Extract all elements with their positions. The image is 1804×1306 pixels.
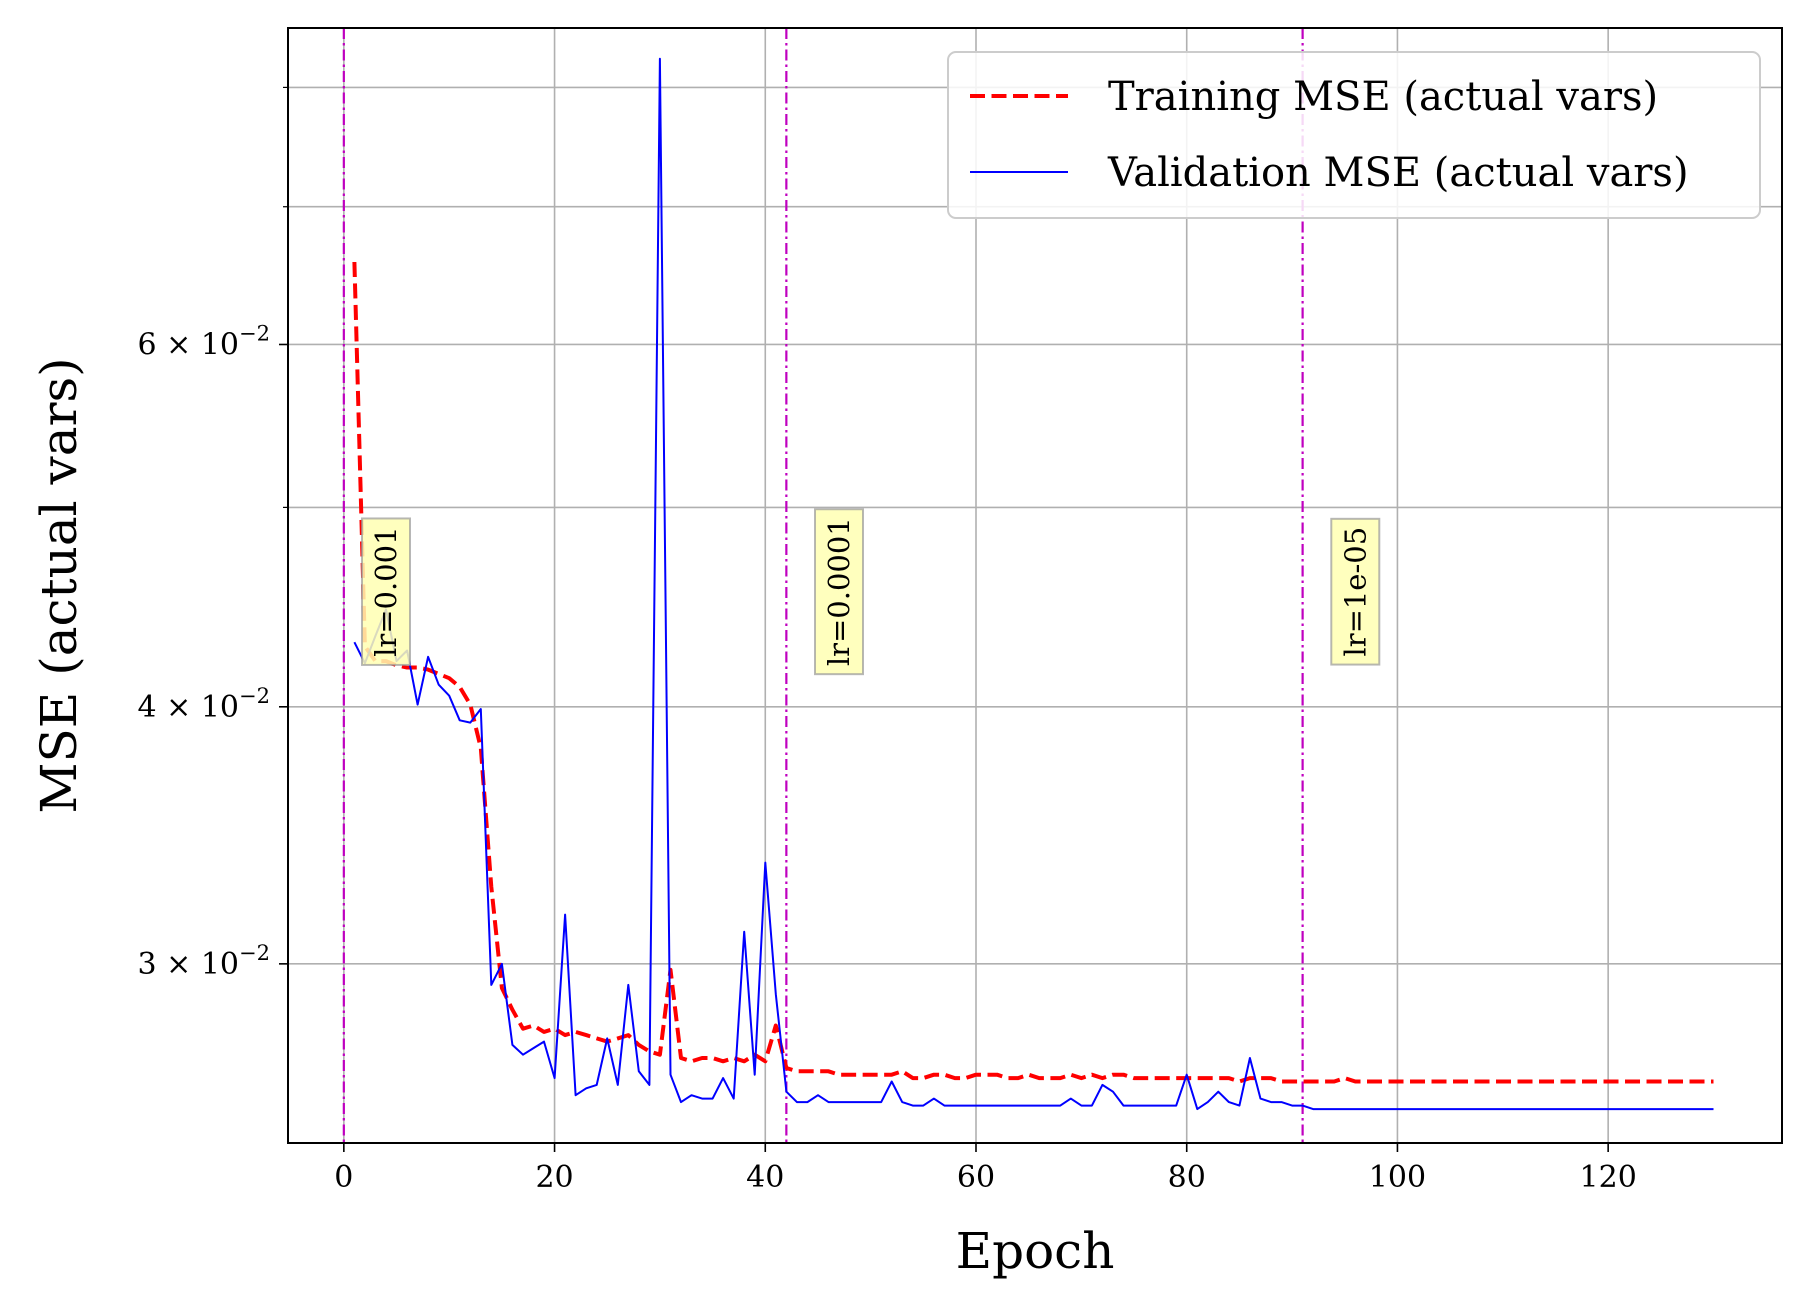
x-axis-title: Epoch	[956, 1222, 1115, 1280]
lr-annotation-text: lr=1e-05	[1338, 527, 1372, 657]
lr-annotation-text: lr=0.001	[369, 526, 403, 656]
axis-ticks: 0 20 40 60 80 100 120 3 × 10−2 4 × 10−2 6 × 10−2	[138, 86, 1637, 1195]
plot-frame	[287, 27, 1783, 1144]
y-tick-label-text: 4 × 10−2	[138, 684, 270, 725]
x-tick-label: 80	[1168, 1160, 1206, 1195]
y-tick-label-text: 6 × 10−2	[138, 321, 270, 362]
y-axis-title: MSE (actual vars)	[30, 357, 88, 813]
legend-entry-label: Training MSE (actual vars)	[1108, 74, 1658, 120]
legend: Training MSE (actual vars) Validation MSE…	[947, 51, 1761, 219]
y-tick-label: 4 × 10−2	[138, 684, 270, 725]
legend-box	[947, 51, 1761, 219]
lr-annotation-box	[361, 517, 411, 666]
y-tick-label: 3 × 10−2	[138, 941, 270, 982]
grid	[288, 28, 1782, 1143]
x-tick-label: 0	[334, 1160, 353, 1195]
lr-annotation: lr=1e-05	[1330, 517, 1381, 666]
lr-annotation-box	[814, 508, 864, 676]
x-tick-label: 60	[957, 1160, 995, 1195]
legend-entry-label: Validation MSE (actual vars)	[1107, 150, 1689, 196]
validation-mse-line	[353, 57, 1714, 1111]
training-mse-line	[352, 261, 1714, 1084]
x-tick-label: 20	[535, 1160, 573, 1195]
lr-annotation-text: lr=0.0001	[822, 517, 856, 666]
x-tick-label: 100	[1369, 1160, 1426, 1195]
x-tick-label: 40	[746, 1160, 784, 1195]
y-tick-label-text: 3 × 10−2	[138, 941, 270, 982]
x-tick-label: 120	[1580, 1160, 1637, 1195]
lr-annotation: lr=0.0001	[814, 508, 864, 676]
lr-annotation: lr=0.001	[361, 517, 411, 666]
lr-change-lines	[342, 28, 1304, 1143]
y-tick-label: 6 × 10−2	[138, 321, 270, 362]
series-group	[352, 57, 1714, 1111]
lr-annotation-box	[1330, 517, 1381, 666]
lr-annotations: lr=0.001 lr=0.0001 lr=1e-05	[361, 508, 1381, 676]
